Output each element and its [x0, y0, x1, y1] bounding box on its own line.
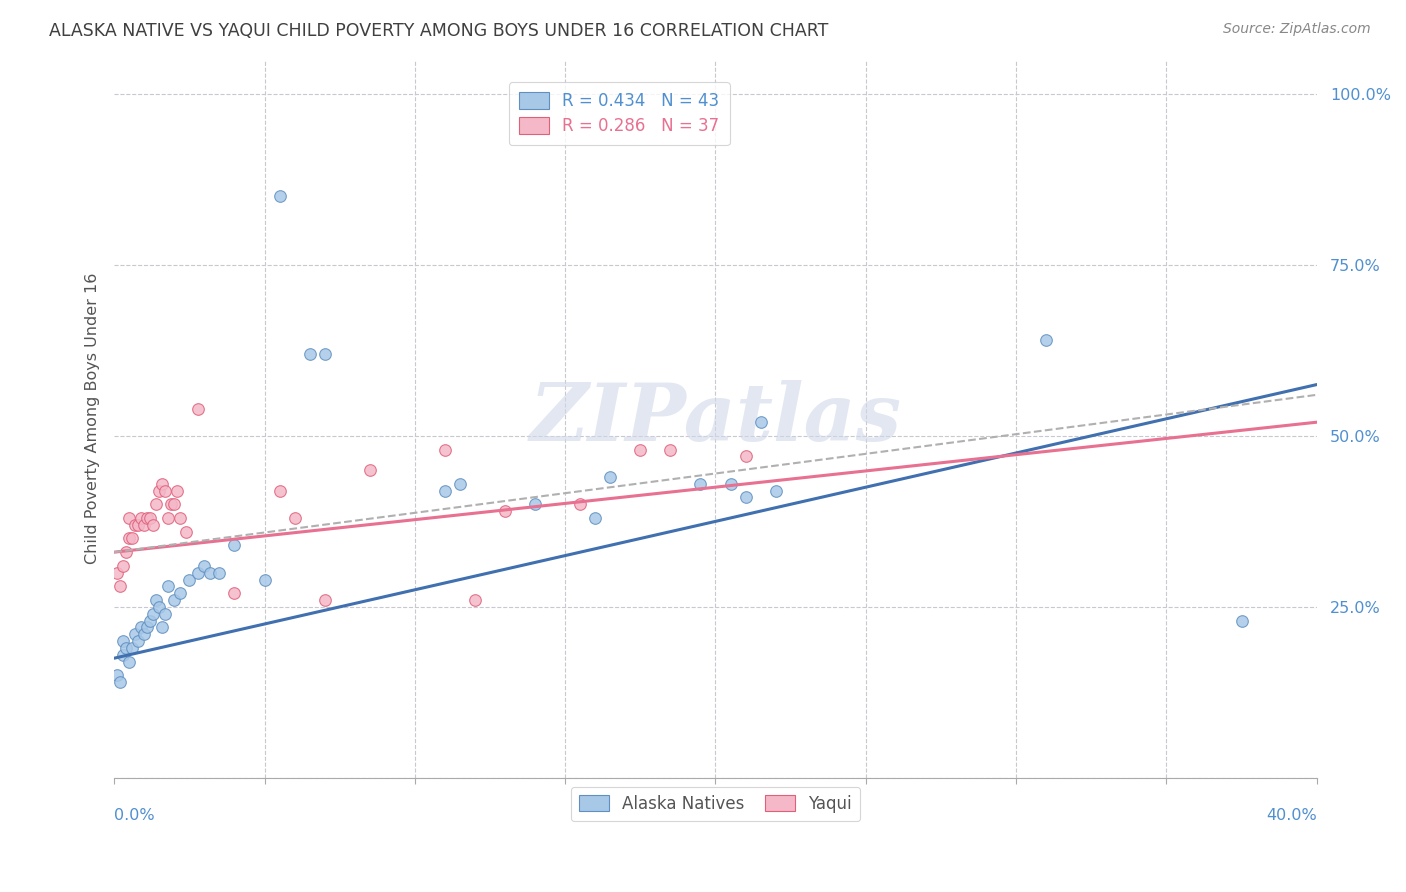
Point	[269, 483, 291, 498]
Point	[749, 415, 772, 429]
Point	[583, 511, 606, 525]
Point	[127, 634, 149, 648]
Point	[118, 655, 141, 669]
Y-axis label: Child Poverty Among Boys Under 16: Child Poverty Among Boys Under 16	[86, 273, 100, 565]
Point	[269, 189, 291, 203]
Point	[224, 586, 246, 600]
Point	[433, 442, 456, 457]
Point	[169, 586, 191, 600]
Point	[166, 483, 188, 498]
Point	[142, 607, 165, 621]
Point	[187, 401, 209, 416]
Point	[176, 524, 198, 539]
Point	[139, 614, 162, 628]
Point	[163, 593, 186, 607]
Point	[734, 491, 756, 505]
Point	[155, 483, 177, 498]
Point	[108, 675, 131, 690]
Point	[253, 573, 276, 587]
Point	[115, 545, 138, 559]
Point	[224, 538, 246, 552]
Point	[148, 599, 170, 614]
Point	[160, 497, 183, 511]
Point	[284, 511, 307, 525]
Point	[121, 532, 143, 546]
Point	[150, 620, 173, 634]
Point	[118, 532, 141, 546]
Point	[124, 517, 146, 532]
Point	[139, 511, 162, 525]
Point	[163, 497, 186, 511]
Point	[765, 483, 787, 498]
Point	[1035, 333, 1057, 347]
Point	[112, 648, 135, 662]
Point	[142, 517, 165, 532]
Point	[179, 573, 201, 587]
Point	[157, 579, 180, 593]
Point	[734, 450, 756, 464]
Point	[494, 504, 516, 518]
Point	[124, 627, 146, 641]
Point	[118, 511, 141, 525]
Point	[433, 483, 456, 498]
Point	[200, 566, 222, 580]
Point	[105, 668, 128, 682]
Legend: Alaska Natives, Yaqui: Alaska Natives, Yaqui	[571, 787, 860, 822]
Point	[599, 470, 621, 484]
Point	[145, 593, 167, 607]
Point	[121, 640, 143, 655]
Point	[659, 442, 682, 457]
Point	[720, 476, 742, 491]
Point	[127, 517, 149, 532]
Point	[314, 593, 336, 607]
Point	[129, 511, 152, 525]
Point	[449, 476, 471, 491]
Text: ALASKA NATIVE VS YAQUI CHILD POVERTY AMONG BOYS UNDER 16 CORRELATION CHART: ALASKA NATIVE VS YAQUI CHILD POVERTY AMO…	[49, 22, 828, 40]
Point	[150, 476, 173, 491]
Point	[136, 620, 159, 634]
Point	[187, 566, 209, 580]
Point	[112, 558, 135, 573]
Point	[298, 347, 321, 361]
Point	[157, 511, 180, 525]
Point	[105, 566, 128, 580]
Point	[359, 463, 381, 477]
Text: Source: ZipAtlas.com: Source: ZipAtlas.com	[1223, 22, 1371, 37]
Point	[115, 640, 138, 655]
Point	[108, 579, 131, 593]
Point	[136, 511, 159, 525]
Point	[134, 517, 156, 532]
Point	[208, 566, 231, 580]
Point	[155, 607, 177, 621]
Point	[524, 497, 547, 511]
Point	[314, 347, 336, 361]
Text: ZIPatlas: ZIPatlas	[530, 380, 901, 458]
Point	[148, 483, 170, 498]
Point	[628, 442, 651, 457]
Point	[145, 497, 167, 511]
Point	[464, 593, 486, 607]
Point	[169, 511, 191, 525]
Point	[112, 634, 135, 648]
Point	[689, 476, 711, 491]
Point	[193, 558, 215, 573]
Point	[1230, 614, 1253, 628]
Point	[129, 620, 152, 634]
Text: 40.0%: 40.0%	[1265, 808, 1317, 823]
Point	[569, 497, 592, 511]
Point	[134, 627, 156, 641]
Text: 0.0%: 0.0%	[114, 808, 155, 823]
